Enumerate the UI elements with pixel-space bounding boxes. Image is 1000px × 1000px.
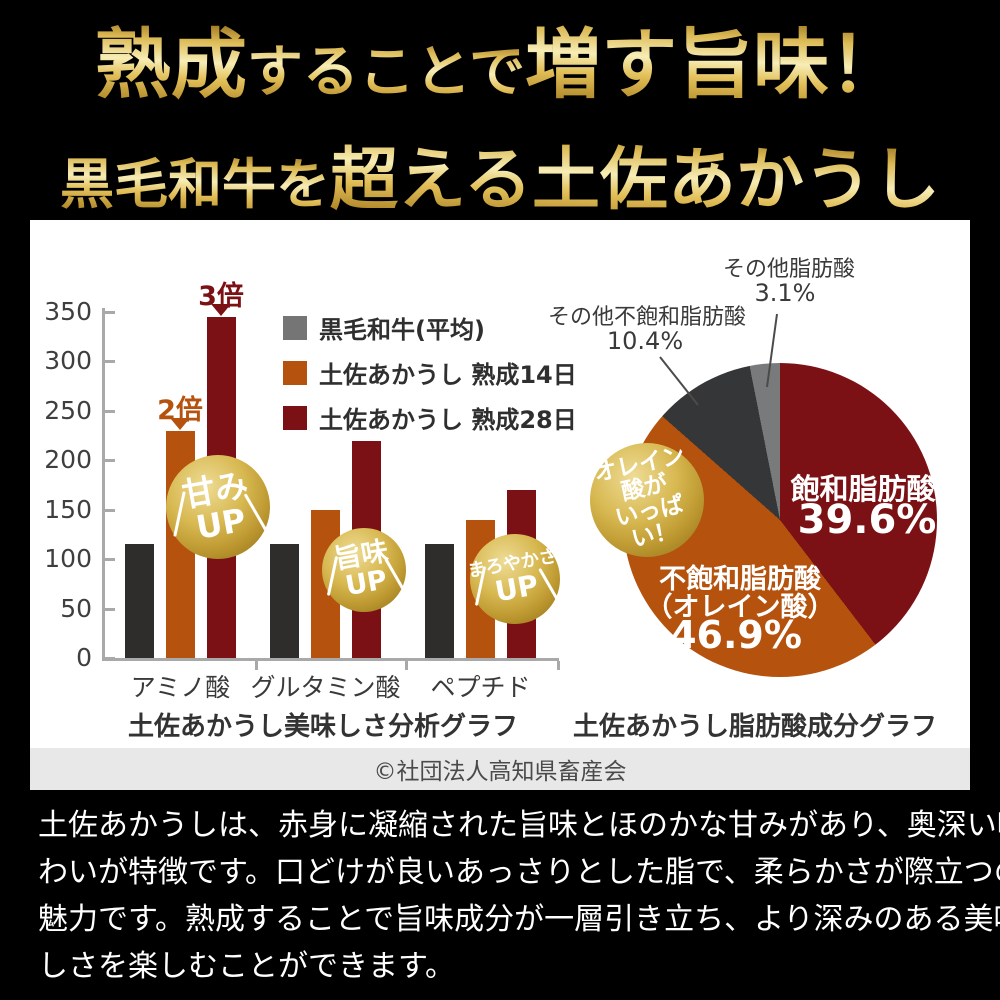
copyright-text: ©社団法人高知県畜産会	[373, 759, 627, 785]
pie-label-other-fat: その他脂肪酸	[722, 257, 856, 282]
title-line-1: 熟成することで増す旨味！	[0, 16, 1000, 135]
description-line: わいが特徴です。口どけが良いあっさりとした脂で、柔らかさが際立つのも	[38, 855, 1000, 890]
legend-swatch-aged14	[283, 360, 307, 385]
title-segment: することで	[246, 39, 526, 105]
y-tick-label: 100	[44, 544, 92, 574]
credit-strip: ©社団法人高知県畜産会	[30, 748, 970, 790]
badge-text: 旨味 UP	[332, 535, 395, 603]
multiplier-arrow-3x-icon	[211, 304, 231, 316]
title-line-2: 黒毛和牛を超える土佐あかうし	[0, 137, 1000, 241]
y-tick-label: 300	[44, 346, 92, 376]
y-tick-label: 350	[44, 297, 92, 326]
title-segment: 超える土佐あかうし	[330, 140, 940, 220]
pie-label-other-unsaturated: その他不飽和脂肪酸	[547, 305, 747, 330]
pie-pct-other-fat: 3.1%	[754, 279, 816, 307]
y-tick-label: 0	[76, 643, 92, 672]
y-axis	[102, 308, 105, 660]
legend-item: 黒毛和牛(平均)	[283, 310, 577, 345]
badge-text: まろやかさ UP	[466, 545, 563, 610]
y-tick-mark	[105, 459, 115, 463]
title-segment: 黒毛和牛を	[60, 152, 331, 216]
bar	[270, 544, 299, 658]
description-line: 土佐あかうしは、赤身に凝縮された旨味とほのかな甘みがあり、奥深い味	[38, 808, 1000, 843]
badge-line: UP	[193, 500, 249, 547]
pie-label-unsaturated-sub: （オレイン酸）	[645, 592, 835, 623]
bar	[125, 544, 154, 658]
x-tick-mark	[405, 661, 408, 670]
page-title: 熟成することで増す旨味！ 黒毛和牛を超える土佐あかうし	[0, 16, 1000, 241]
y-tick-mark	[105, 311, 115, 314]
y-tick-mark	[105, 360, 115, 364]
y-tick-mark	[105, 558, 115, 562]
y-tick-label: 250	[44, 395, 92, 425]
badge-oleic-acid: オレイン酸が いっぱい！	[590, 442, 704, 557]
category-label: ペプチド	[430, 673, 531, 702]
description-paragraph: 土佐あかうしは、赤身に凝縮された旨味とほのかな甘みがあり、奥深い味 わいが特徴で…	[38, 802, 1000, 990]
legend-label: 黒毛和牛(平均)	[319, 316, 485, 344]
badge-text: 甘み UP	[179, 465, 257, 547]
y-tick-mark	[105, 657, 115, 660]
legend-item: 土佐あかうし 熟成28日	[283, 400, 577, 435]
x-tick-mark	[557, 661, 560, 670]
bar-chart-caption: 土佐あかうし美味しさ分析グラフ	[127, 712, 518, 742]
title-segment: 熟成	[94, 20, 247, 109]
badge-line: UP	[343, 564, 390, 603]
y-tick-mark	[105, 409, 115, 413]
y-tick-label: 50	[60, 593, 92, 623]
badge-mellowness-up: まろやかさ UP	[466, 534, 561, 624]
legend-swatch-aged28	[283, 405, 307, 430]
multiplier-arrow-2x-icon	[170, 418, 190, 430]
description-line: 魅力です。熟成することで旨味成分が一層引き立ち、より深みのある美味	[38, 902, 1000, 937]
category-label: グルタミン酸	[250, 673, 401, 702]
title-segment: 増す旨味！	[525, 20, 906, 109]
pie-pct-saturated: 39.6%	[797, 497, 937, 543]
description-line: しさを楽しむことができます。	[38, 949, 455, 984]
category-label: アミノ酸	[130, 673, 231, 702]
bar	[425, 544, 454, 658]
y-tick-mark	[105, 607, 115, 611]
legend-item: 土佐あかうし 熟成14日	[283, 355, 577, 390]
pie-pct-unsaturated: 46.9%	[670, 613, 802, 657]
badge-umami-up: 旨味 UP	[322, 528, 407, 612]
pie-pct-other-unsaturated: 10.4%	[606, 327, 684, 355]
y-tick-label: 150	[44, 494, 92, 524]
legend-swatch-kuroge	[283, 315, 307, 340]
bar-chart-legend: 黒毛和牛(平均) 土佐あかうし 熟成14日 土佐あかうし 熟成28日	[283, 310, 577, 435]
pie-chart-caption: 土佐あかうし脂肪酸成分グラフ	[572, 712, 937, 742]
charts-panel: 0 50 100 150 200 250 300 350 アミノ酸 グルタミン酸 ペプチド 黒毛和牛…	[30, 220, 970, 790]
badge-sweetness-up: 甘み UP	[166, 455, 270, 559]
legend-label: 土佐あかうし 熟成14日	[319, 361, 577, 389]
pie-label-unsaturated: 不飽和脂肪酸	[659, 564, 821, 595]
legend-label: 土佐あかうし 熟成28日	[319, 406, 577, 434]
pie-label-saturated: 飽和脂肪酸	[790, 472, 936, 506]
y-tick-label: 200	[44, 445, 92, 475]
x-tick-mark	[255, 661, 258, 670]
y-tick-mark	[105, 508, 115, 512]
x-axis	[102, 658, 559, 661]
